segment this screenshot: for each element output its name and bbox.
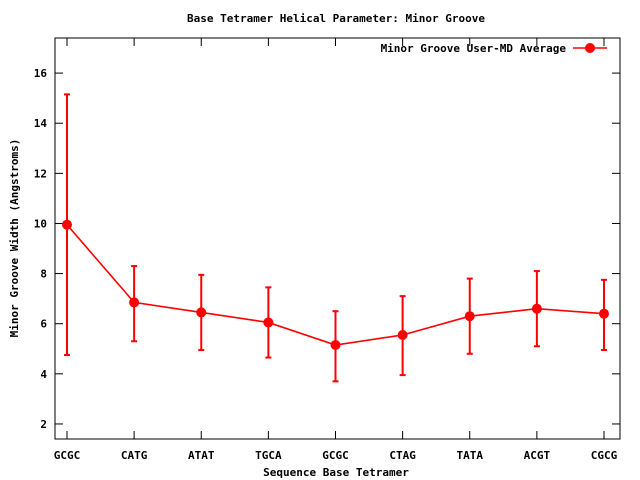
y-tick-label: 10 xyxy=(34,217,47,230)
data-point xyxy=(263,317,274,328)
legend-marker xyxy=(585,43,595,53)
y-axis-label: Minor Groove Width (Angstroms) xyxy=(8,139,21,338)
x-axis-ticks: GCGC CATG ATAT TGCA GCGC CTAG TATA ACGT CGCG xyxy=(54,38,618,462)
y-axis-ticks: 2 4 6 8 10 12 14 16 xyxy=(34,67,620,431)
x-tick-label: ACGT xyxy=(524,449,551,462)
x-tick-label: GCGC xyxy=(322,449,349,462)
x-tick-label: TGCA xyxy=(255,449,282,462)
plot-frame xyxy=(54,37,621,440)
y-tick-label: 14 xyxy=(34,117,48,130)
data-point xyxy=(397,329,408,340)
data-point xyxy=(464,311,475,322)
data-point xyxy=(531,303,542,314)
y-tick-label: 4 xyxy=(40,368,47,381)
legend-label: Minor Groove User-MD Average xyxy=(381,42,567,55)
y-tick-label: 2 xyxy=(40,418,47,431)
y-tick-label: 6 xyxy=(40,318,47,331)
data-point xyxy=(330,340,341,351)
data-point xyxy=(196,307,207,318)
y-tick-label: 8 xyxy=(40,268,47,281)
x-tick-label: CTAG xyxy=(389,449,416,462)
y-tick-label: 16 xyxy=(34,67,48,80)
x-tick-label: GCGC xyxy=(54,449,81,462)
data-point xyxy=(599,308,609,319)
x-tick-label: TATA xyxy=(457,449,484,462)
chart-title: Base Tetramer Helical Parameter: Minor G… xyxy=(187,12,485,25)
series-layer xyxy=(62,93,609,383)
data-point xyxy=(129,297,140,308)
x-tick-label: CGCG xyxy=(591,449,618,462)
y-tick-label: 12 xyxy=(34,167,47,180)
x-axis-label: Sequence Base Tetramer xyxy=(263,466,409,479)
data-point xyxy=(62,219,72,230)
legend: Minor Groove User-MD Average xyxy=(381,42,607,55)
x-tick-label: ATAT xyxy=(188,449,215,462)
x-tick-label: CATG xyxy=(121,449,148,462)
